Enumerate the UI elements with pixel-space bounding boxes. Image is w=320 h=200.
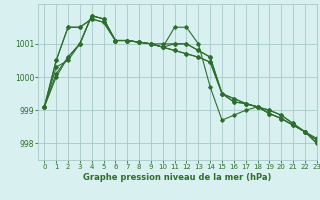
X-axis label: Graphe pression niveau de la mer (hPa): Graphe pression niveau de la mer (hPa) bbox=[84, 173, 272, 182]
